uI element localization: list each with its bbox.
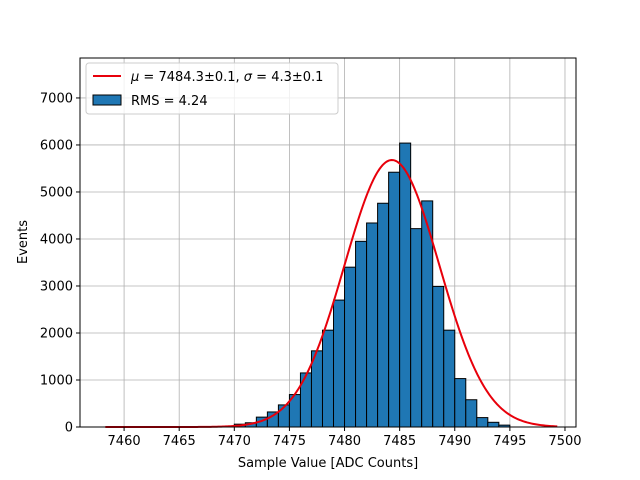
histogram-bar (400, 143, 411, 427)
histogram-bar (322, 330, 333, 427)
x-tick-label: 7485 (383, 434, 416, 449)
x-tick-label: 7465 (163, 434, 196, 449)
histogram-bar (466, 400, 477, 427)
y-tick-label: 5000 (40, 185, 73, 200)
histogram-bar (334, 300, 345, 427)
legend-fit-label: μ = 7484.3±0.1, σ = 4.3±0.1 (130, 70, 323, 85)
histogram-bar (345, 267, 356, 427)
x-tick-label: 7460 (108, 434, 141, 449)
x-tick-label: 7500 (548, 434, 581, 449)
x-tick-label: 7495 (493, 434, 526, 449)
y-axis-label: Events (16, 220, 31, 264)
legend: μ = 7484.3±0.1, σ = 4.3±0.1 RMS = 4.24 (86, 63, 338, 114)
x-axis-label: Sample Value [ADC Counts] (238, 456, 418, 471)
y-tick-label: 6000 (40, 138, 73, 153)
x-tick-label: 7475 (273, 434, 306, 449)
histogram-bar (389, 172, 400, 427)
y-tick-label: 7000 (40, 91, 73, 106)
y-tick-label: 3000 (40, 279, 73, 294)
histogram-bar (488, 422, 499, 427)
histogram-bar (356, 241, 367, 427)
legend-histogram-swatch (93, 95, 121, 105)
legend-histogram-label: RMS = 4.24 (131, 94, 208, 109)
histogram-bar (444, 330, 455, 427)
histogram-bar (455, 379, 466, 427)
histogram-bar (433, 286, 444, 427)
y-tick-label: 0 (65, 421, 73, 436)
x-tick-label: 7470 (218, 434, 251, 449)
y-tick-label: 2000 (40, 326, 73, 341)
x-tick-label: 7480 (328, 434, 361, 449)
histogram-bar (411, 229, 422, 427)
y-tick-label: 1000 (40, 373, 73, 388)
histogram-bar (367, 223, 378, 427)
histogram-bar (477, 418, 488, 427)
histogram-bar (378, 203, 389, 427)
x-tick-label: 7490 (438, 434, 471, 449)
y-tick-label: 4000 (40, 232, 73, 247)
